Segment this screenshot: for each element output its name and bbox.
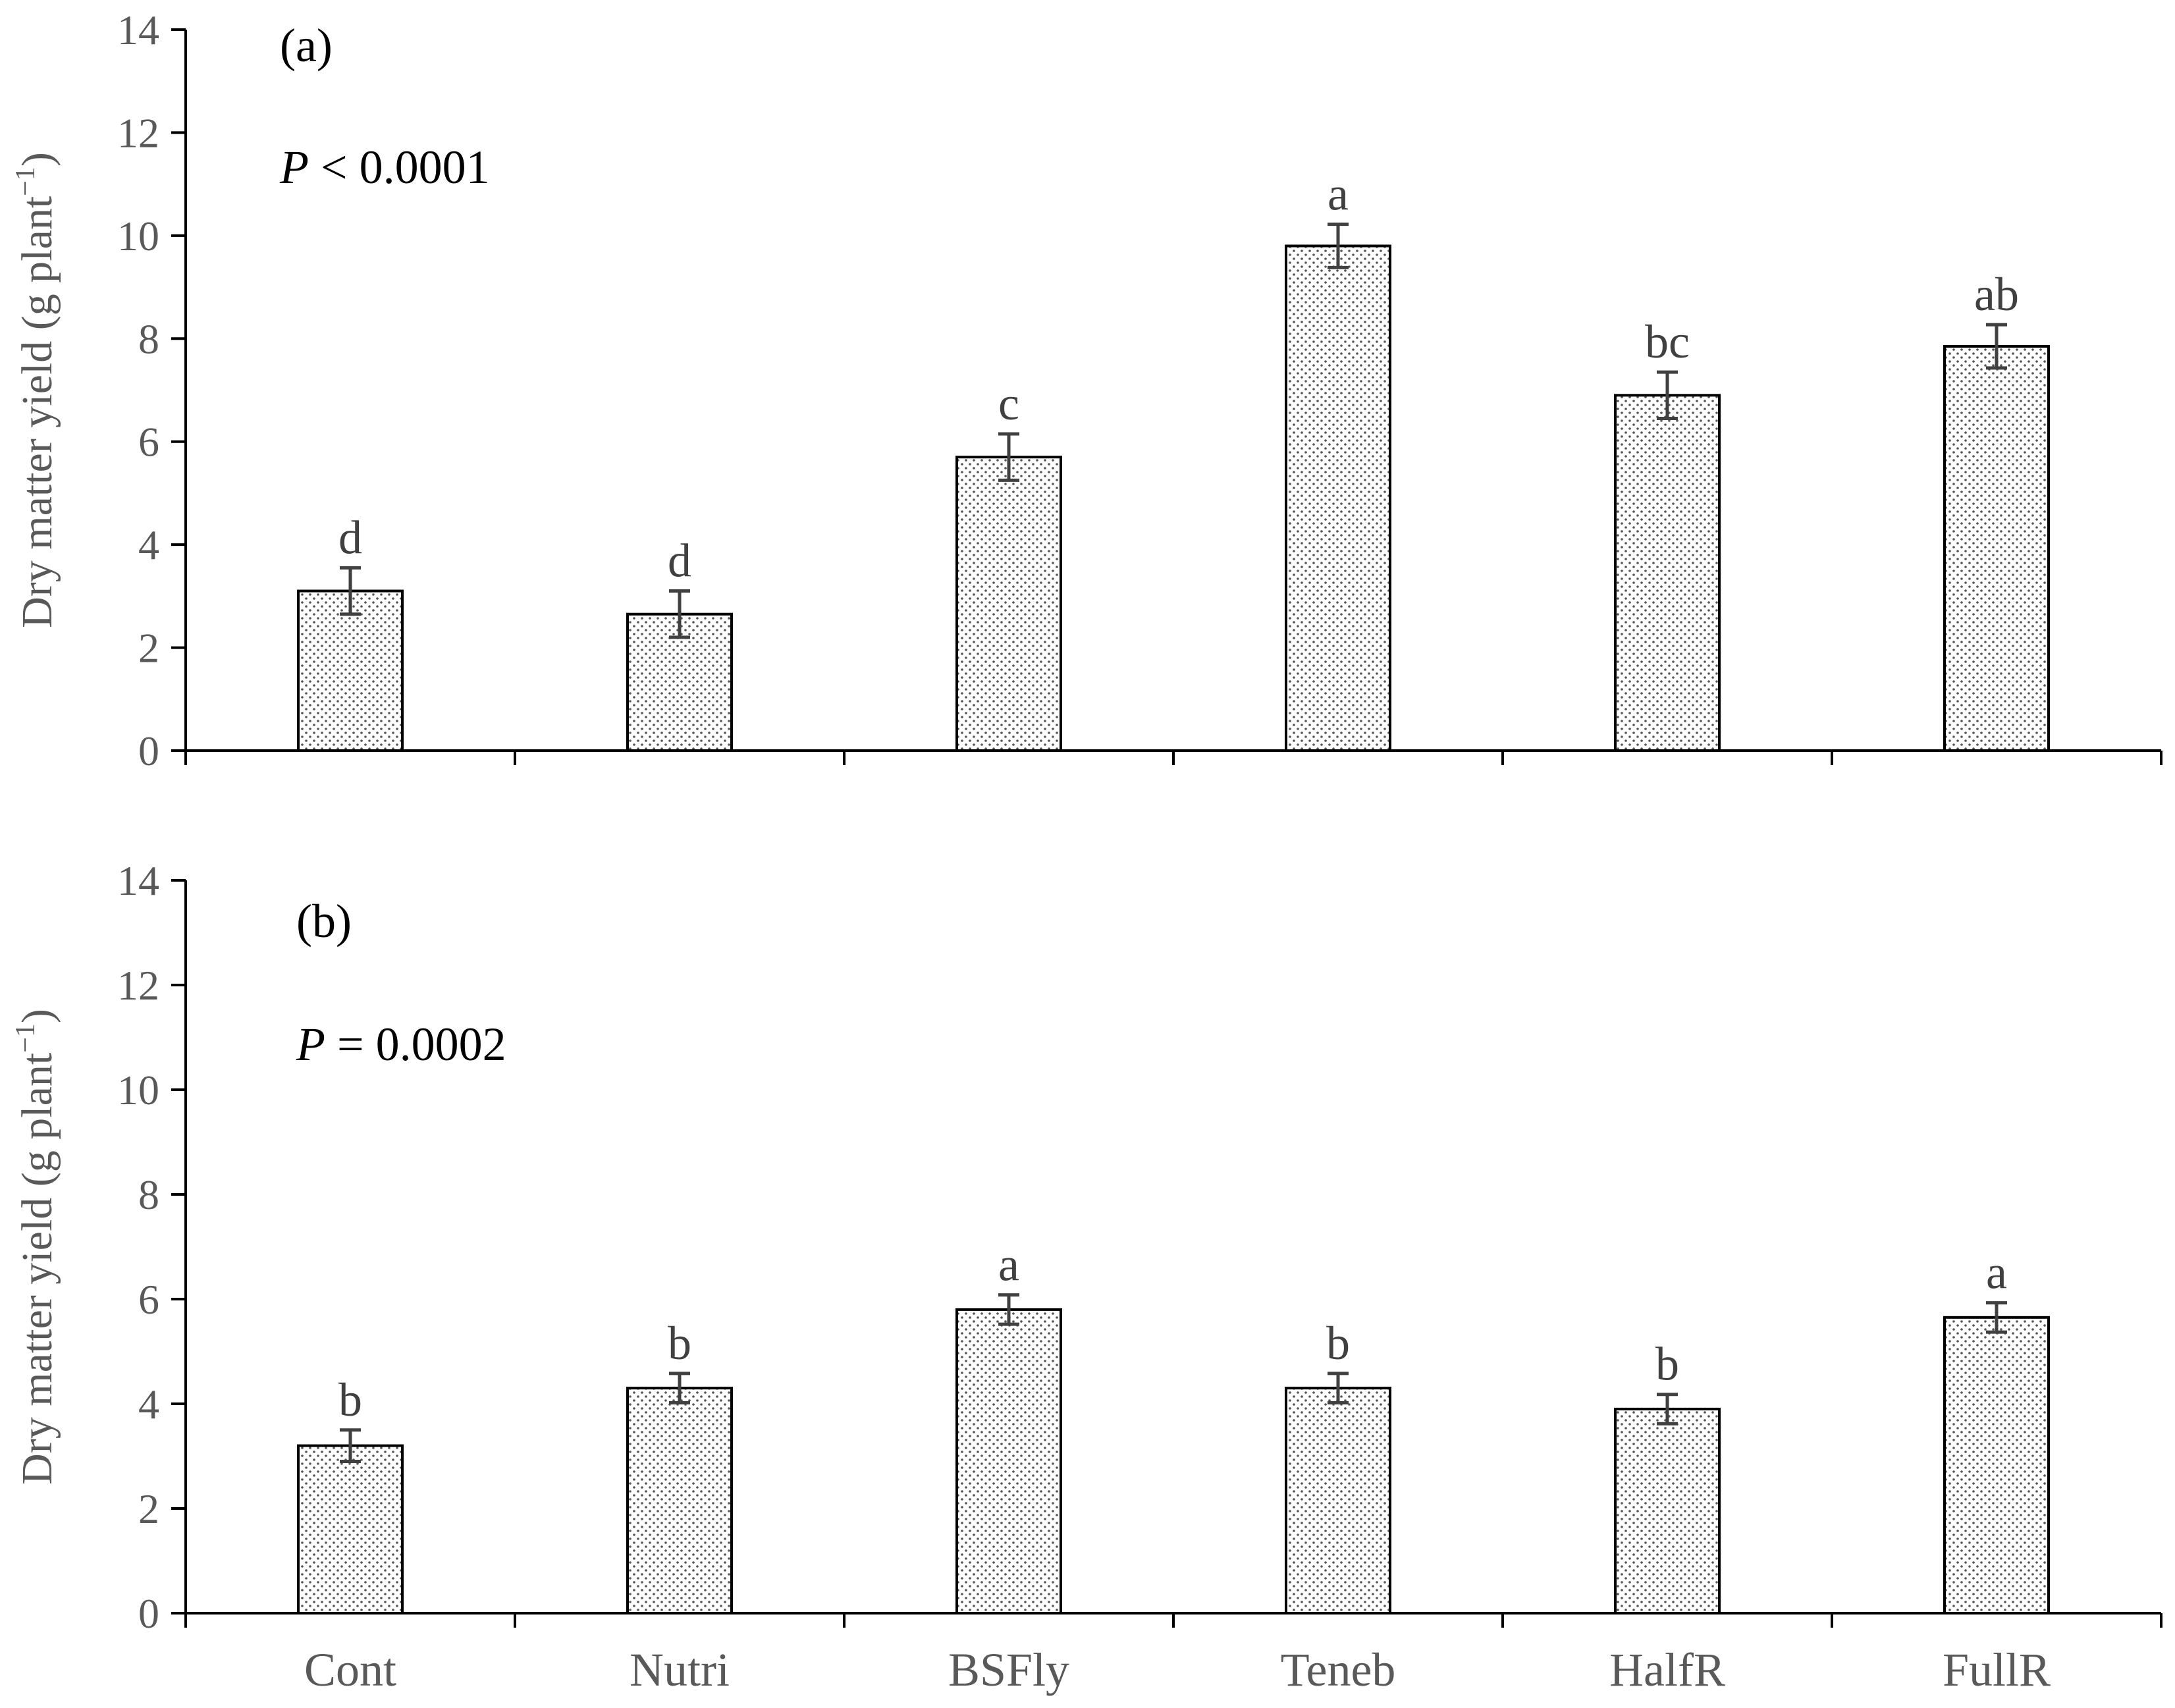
category-label: BSFly — [948, 1643, 1069, 1696]
p-symbol: P — [279, 141, 309, 194]
panel-a: 0 2 4 6 8 10 12 14 d d c a bc ab (a) P < 0.0001 Dry matt… — [11, 7, 2161, 774]
significance-letter: a — [1328, 168, 1349, 221]
y-tick-label: 8 — [138, 1171, 159, 1218]
y-tick-label: 0 — [138, 728, 159, 774]
y-tick-label: 10 — [117, 213, 159, 259]
y-axis-label-main: Dry matter yield (g plant — [13, 1053, 61, 1485]
y-axis-label-close: ) — [13, 152, 61, 167]
panel-label: (b) — [296, 895, 352, 947]
y-tick-label: 14 — [117, 7, 159, 53]
panel-label: (a) — [280, 19, 333, 72]
p-text: = 0.0002 — [325, 1018, 506, 1071]
panel-b: 0 2 4 6 8 10 12 14 b Cont b Nutri a BSFly b Teneb b HalfR… — [11, 857, 2161, 1696]
significance-letter: b — [338, 1374, 362, 1426]
significance-letter: bc — [1645, 315, 1690, 368]
significance-letter: b — [1655, 1338, 1679, 1391]
y-axis-label: Dry matter yield (g plant−1) — [11, 152, 61, 628]
category-label: HalfR — [1609, 1643, 1725, 1696]
y-tick-label: 4 — [138, 521, 159, 568]
y-tick-label: 12 — [117, 962, 159, 1009]
significance-letter: a — [998, 1239, 1019, 1291]
p-value-annotation: P < 0.0001 — [279, 141, 490, 194]
bar-nutri — [628, 1388, 732, 1613]
bar-cont — [298, 1446, 402, 1613]
y-tick-label: 14 — [117, 857, 159, 904]
bar-halfr — [1615, 1409, 1719, 1613]
bar-teneb — [1286, 1388, 1390, 1613]
y-tick-label: 2 — [138, 625, 159, 672]
significance-letter: ab — [1974, 268, 2019, 321]
significance-letter: d — [338, 511, 362, 564]
p-value-annotation: P = 0.0002 — [296, 1018, 506, 1071]
bar-bsfly — [957, 457, 1061, 751]
y-axis-label: Dry matter yield (g plant−1) — [11, 1009, 61, 1485]
significance-letter: a — [1986, 1246, 2007, 1299]
p-symbol: P — [296, 1018, 325, 1071]
y-tick-label: 8 — [138, 315, 159, 362]
significance-letter: d — [668, 535, 691, 587]
y-tick-label: 6 — [138, 1276, 159, 1323]
figure: 02468101214d dcabcab(a)P < 0.0001Dry matt… — [0, 0, 2175, 1708]
y-tick-label: 2 — [138, 1485, 159, 1532]
y-tick-label: 12 — [117, 109, 159, 156]
y-tick-label: 4 — [138, 1381, 159, 1428]
y-axis-label-superscript: −1 — [11, 167, 41, 196]
y-tick-label: 6 — [138, 419, 159, 466]
bar-fullr — [1945, 346, 2049, 751]
y-tick-label: 10 — [117, 1067, 159, 1113]
significance-letter: c — [998, 377, 1019, 430]
category-label: Cont — [304, 1643, 396, 1696]
y-axis-label-superscript: −1 — [11, 1023, 41, 1053]
significance-letter: b — [668, 1317, 691, 1370]
bar-teneb — [1286, 246, 1390, 751]
y-tick-label: 0 — [138, 1590, 159, 1637]
bar-halfr — [1615, 395, 1719, 751]
bar-bsfly — [957, 1310, 1061, 1613]
y-axis-label-main: Dry matter yield (g plant — [13, 196, 61, 628]
y-axis-label-close: ) — [13, 1009, 61, 1023]
bar-fullr — [1945, 1318, 2049, 1613]
p-text: < 0.0001 — [309, 141, 490, 194]
category-label: Teneb — [1281, 1643, 1396, 1696]
category-label: FullR — [1943, 1643, 2051, 1696]
significance-letter: b — [1326, 1317, 1350, 1370]
category-label: Nutri — [630, 1643, 730, 1696]
